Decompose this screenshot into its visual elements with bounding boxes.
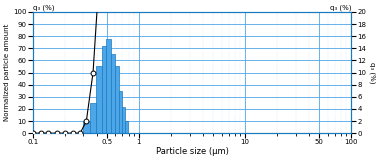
Bar — [125, 121, 128, 133]
Text: q₃ (%): q₃ (%) — [33, 4, 54, 11]
Bar — [90, 103, 96, 133]
Bar — [111, 54, 115, 133]
Text: q₃ (%): q₃ (%) — [330, 4, 351, 11]
Bar — [115, 67, 119, 133]
Y-axis label: q₃ (%): q₃ (%) — [369, 62, 376, 83]
Bar — [82, 121, 90, 133]
Bar — [119, 91, 122, 133]
Bar — [101, 46, 106, 133]
Bar — [106, 39, 111, 133]
Y-axis label: Normalized particle amount: Normalized particle amount — [4, 24, 10, 121]
X-axis label: Particle size (μm): Particle size (μm) — [155, 147, 228, 156]
Bar — [122, 107, 125, 133]
Bar — [96, 67, 101, 133]
